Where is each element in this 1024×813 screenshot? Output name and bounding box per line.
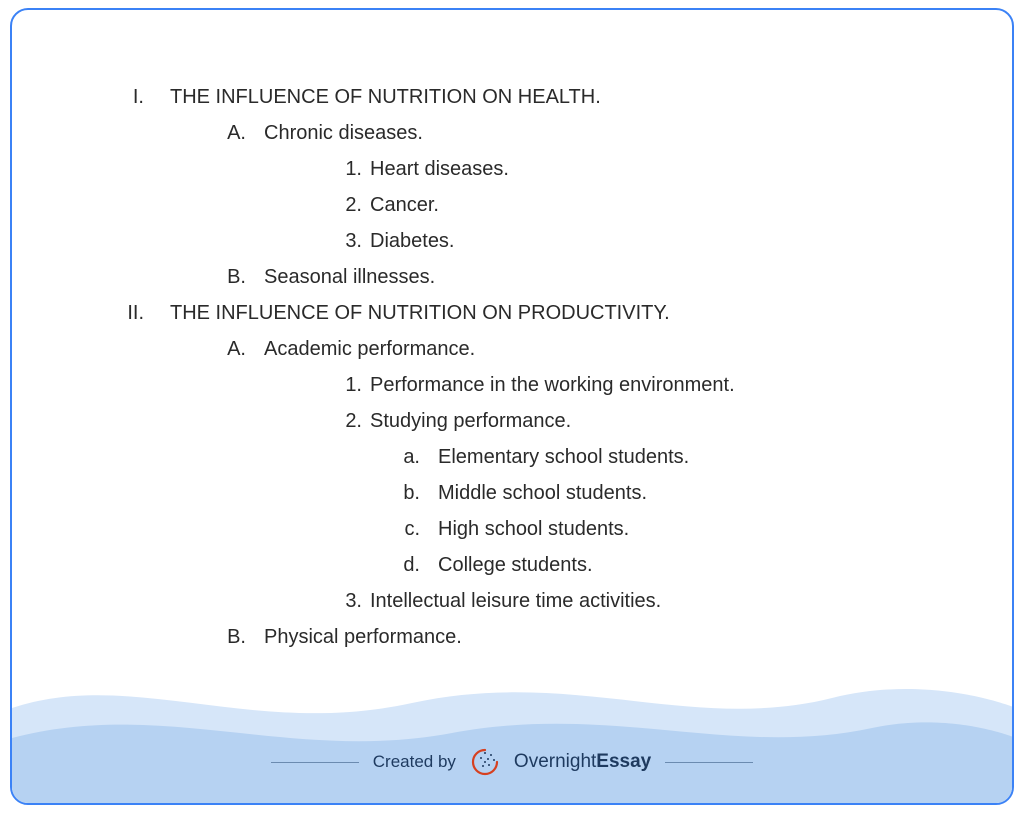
footer-line-left <box>271 762 359 763</box>
footer: Created by OvernightEssay <box>12 747 1012 777</box>
wave-decoration <box>12 648 1012 803</box>
wave-back-path <box>12 689 1014 803</box>
outline-text: Middle school students. <box>438 476 952 510</box>
outline-row: 1.Performance in the working environment… <box>112 368 952 402</box>
document-card: I.THE INFLUENCE OF NUTRITION ON HEALTH.A… <box>10 8 1014 805</box>
outline-marker: 1. <box>340 368 370 402</box>
outline-text: Heart diseases. <box>370 152 952 186</box>
outline-marker: d. <box>402 548 438 582</box>
outline-marker: c. <box>402 512 438 546</box>
outline-marker: B. <box>224 620 264 654</box>
outline-row: I.THE INFLUENCE OF NUTRITION ON HEALTH. <box>112 80 952 114</box>
outline-marker: 2. <box>340 404 370 438</box>
outline-text: Seasonal illnesses. <box>264 260 952 294</box>
outline-marker: 3. <box>340 224 370 258</box>
outline-text: Elementary school students. <box>438 440 952 474</box>
outline-row: 2.Cancer. <box>112 188 952 222</box>
outline-marker: A. <box>224 332 264 366</box>
outline-text: Chronic diseases. <box>264 116 952 150</box>
outline-text: College students. <box>438 548 952 582</box>
outline-row: c.High school students. <box>112 512 952 546</box>
outline-marker: A. <box>224 116 264 150</box>
created-by-label: Created by <box>373 752 456 772</box>
outline-marker: 1. <box>340 152 370 186</box>
outline-marker: II. <box>112 296 170 330</box>
outline-row: II.THE INFLUENCE OF NUTRITION ON PRODUCT… <box>112 296 952 330</box>
outline-marker: a. <box>402 440 438 474</box>
footer-line-right <box>665 762 753 763</box>
outline-row: b.Middle school students. <box>112 476 952 510</box>
outline-row: 3.Diabetes. <box>112 224 952 258</box>
outline-marker: 3. <box>340 584 370 618</box>
outline-text: Physical performance. <box>264 620 952 654</box>
outline-text: Cancer. <box>370 188 952 222</box>
outline-text: Diabetes. <box>370 224 952 258</box>
outline-row: B.Physical performance. <box>112 620 952 654</box>
brand-part1: Overnight <box>514 751 596 773</box>
outline-marker: B. <box>224 260 264 294</box>
outline-text: THE INFLUENCE OF NUTRITION ON HEALTH. <box>170 80 952 114</box>
outline-row: B.Seasonal illnesses. <box>112 260 952 294</box>
outline-row: 1.Heart diseases. <box>112 152 952 186</box>
outline-text: Intellectual leisure time activities. <box>370 584 952 618</box>
outline-text: THE INFLUENCE OF NUTRITION ON PRODUCTIVI… <box>170 296 952 330</box>
outline-content: I.THE INFLUENCE OF NUTRITION ON HEALTH.A… <box>112 80 952 656</box>
outline-row: d.College students. <box>112 548 952 582</box>
outline-marker: b. <box>402 476 438 510</box>
outline-row: A.Chronic diseases. <box>112 116 952 150</box>
brand-name: OvernightEssay <box>514 751 651 773</box>
brand-part2: Essay <box>596 751 651 773</box>
outline-row: 3.Intellectual leisure time activities. <box>112 584 952 618</box>
logo-icon <box>470 747 500 777</box>
outline-text: Performance in the working environment. <box>370 368 952 402</box>
outline-row: a.Elementary school students. <box>112 440 952 474</box>
outline-marker: I. <box>112 80 170 114</box>
outline-marker: 2. <box>340 188 370 222</box>
outline-text: High school students. <box>438 512 952 546</box>
outline-row: A.Academic performance. <box>112 332 952 366</box>
outline-text: Academic performance. <box>264 332 952 366</box>
outline-row: 2.Studying performance. <box>112 404 952 438</box>
outline-text: Studying performance. <box>370 404 952 438</box>
